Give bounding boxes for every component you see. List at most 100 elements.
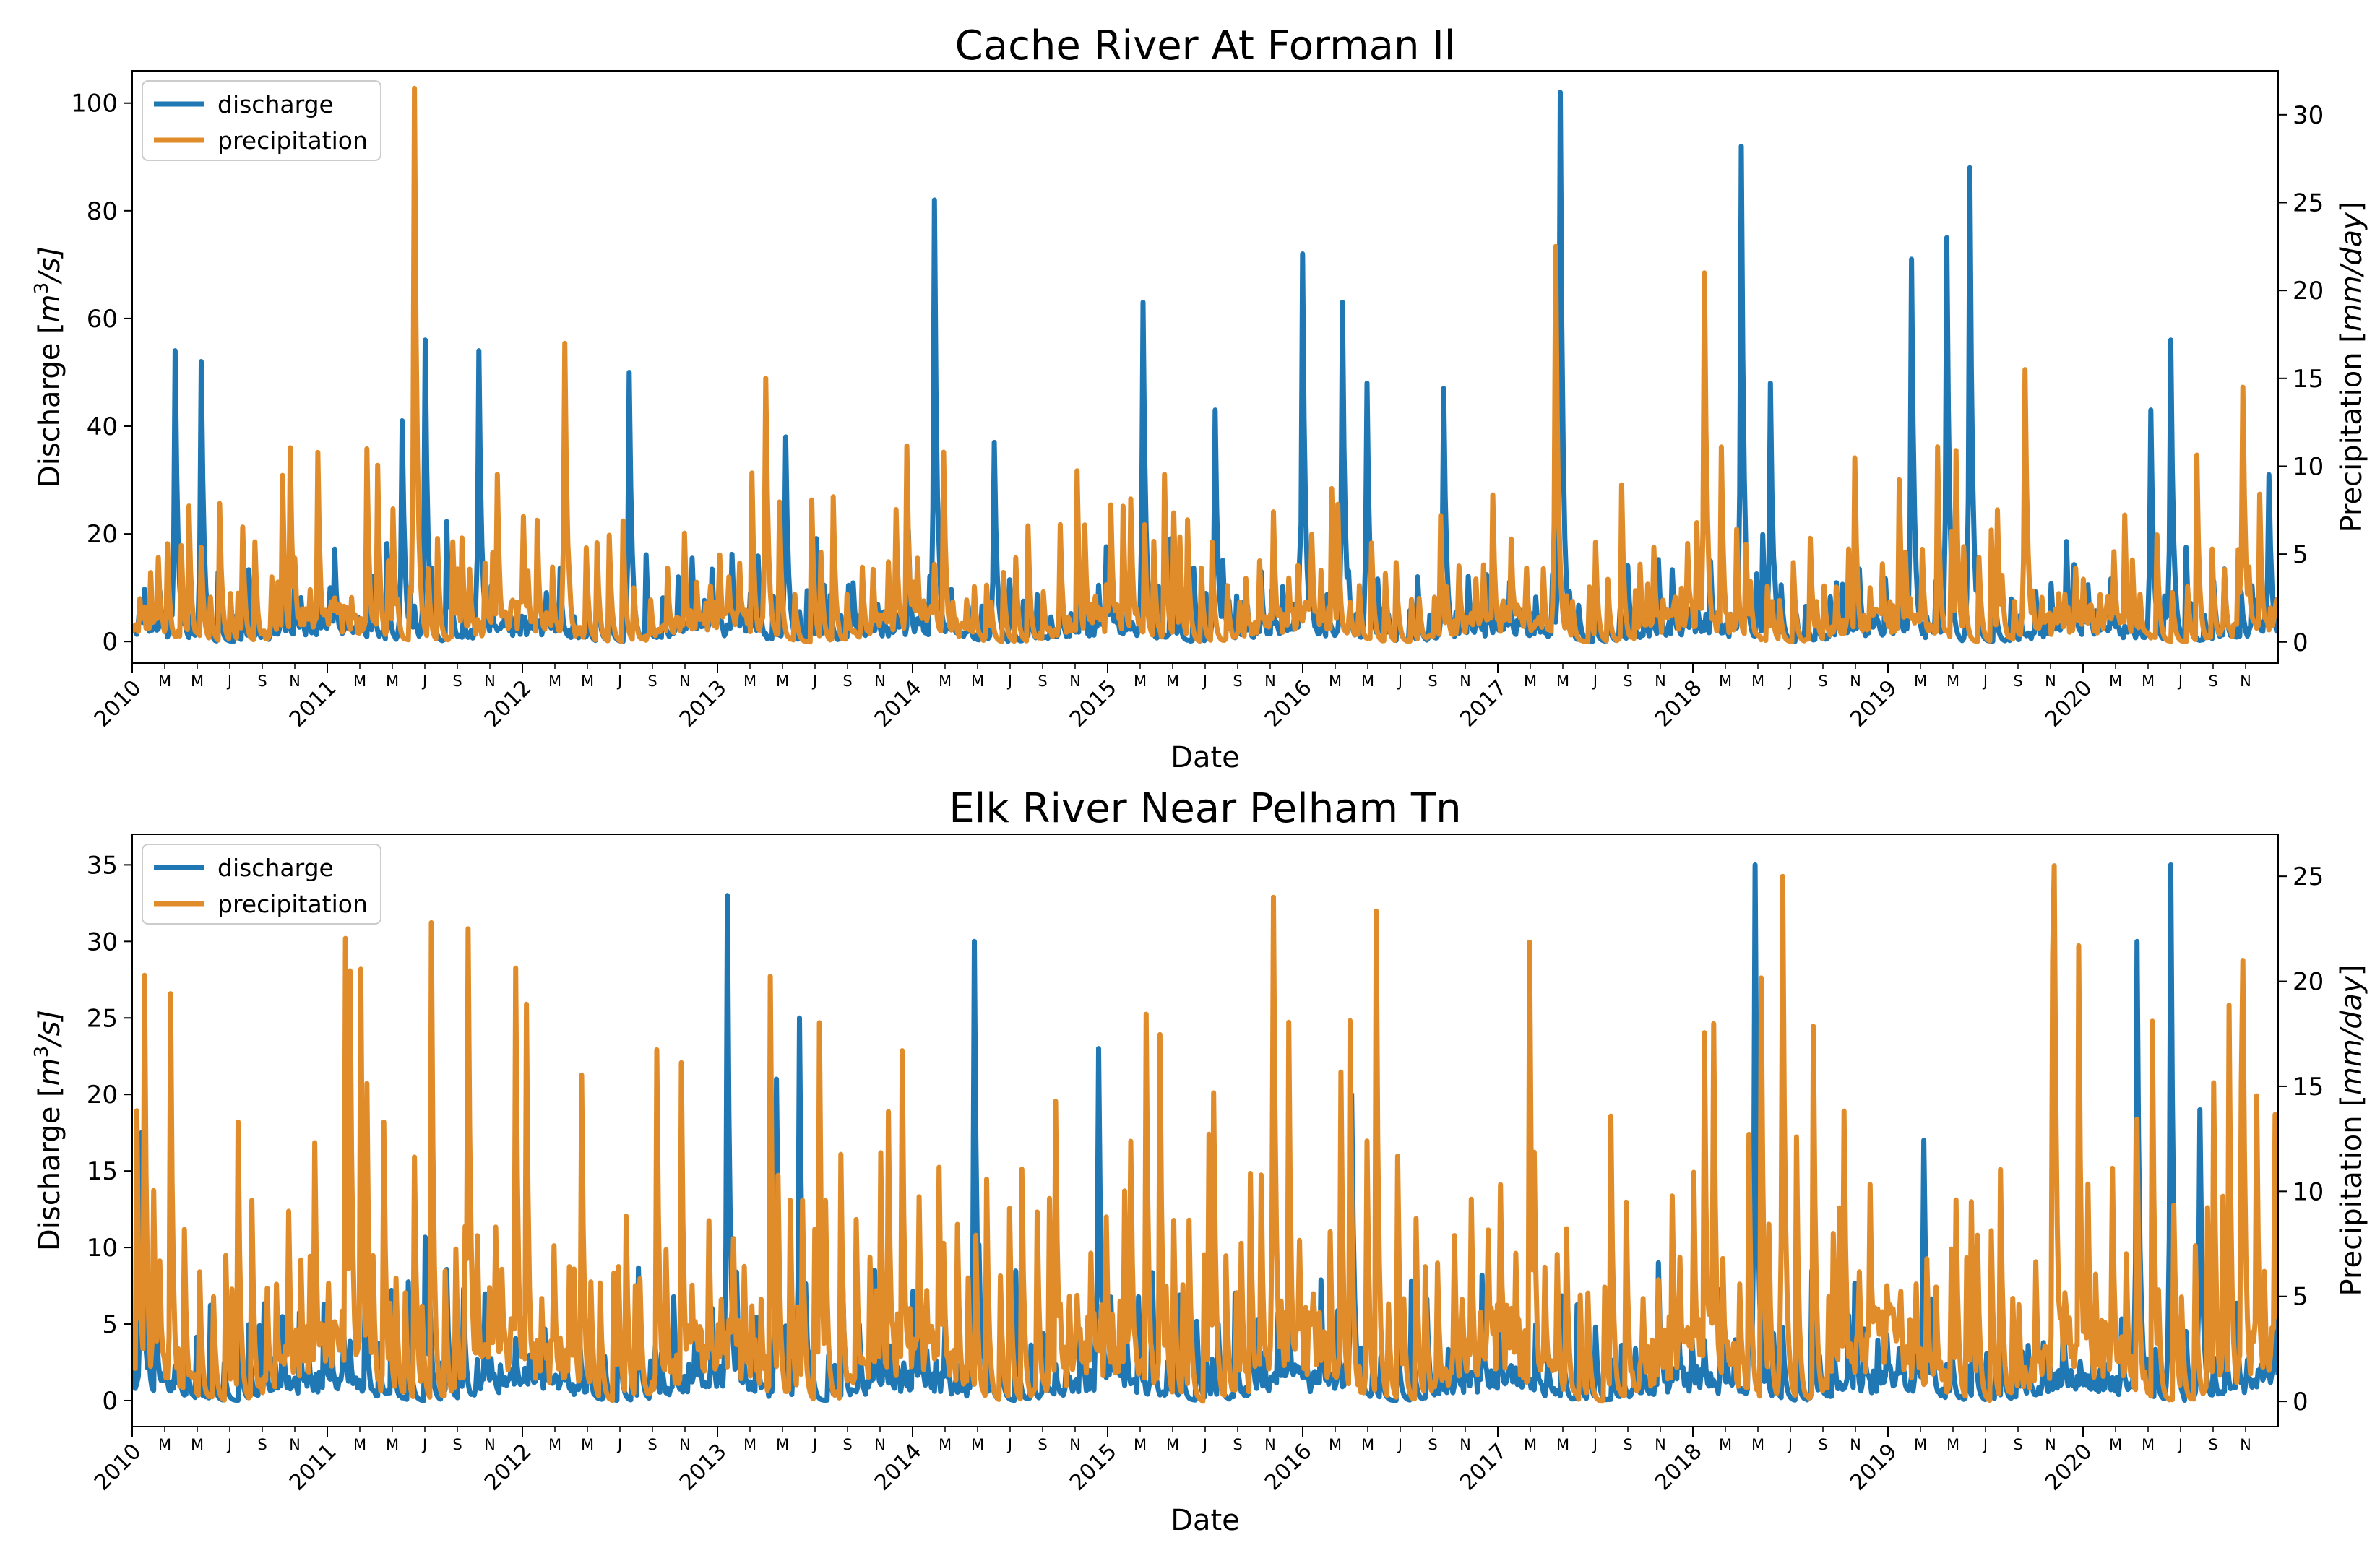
x-month-label: N [874, 672, 886, 690]
y2-axis-label: Precipitation [mm/day] [2335, 965, 2368, 1297]
x-month-label: J [226, 672, 232, 690]
x-month-label: M [776, 1436, 789, 1453]
y-axis-label: Discharge [m3/s] [31, 246, 66, 488]
x-month-label: S [1428, 1436, 1437, 1453]
y2-tick-label: 5 [2293, 540, 2308, 569]
x-month-label: J [1787, 1436, 1793, 1453]
y-tick-label: 20 [87, 1081, 118, 1109]
x-month-label: N [1264, 1436, 1276, 1453]
y2-tick-label: 20 [2293, 277, 2324, 306]
x-month-label: M [1719, 672, 1732, 690]
x-month-label: M [2142, 1436, 2155, 1453]
x-month-label: M [1751, 672, 1764, 690]
x-month-label: M [191, 1436, 204, 1453]
x-month-label: M [1914, 1436, 1927, 1453]
x-month-label: S [1233, 1436, 1242, 1453]
y2-tick-label: 15 [2293, 1073, 2324, 1102]
chart-title: Cache River At Forman Il [955, 22, 1456, 69]
x-month-label: N [484, 1436, 496, 1453]
x-month-label: M [1134, 1436, 1147, 1453]
x-month-label: J [2177, 1436, 2183, 1453]
x-month-label: N [679, 672, 691, 690]
x-month-label: M [353, 1436, 366, 1453]
x-month-label: N [289, 1436, 301, 1453]
x-month-label: N [679, 1436, 691, 1453]
y-tick-label: 10 [87, 1234, 118, 1263]
y2-tick-label: 20 [2293, 968, 2324, 997]
x-month-label: M [1361, 1436, 1374, 1453]
y-tick-label: 40 [87, 412, 118, 441]
y-axis-label: Discharge [m3/s] [31, 1010, 66, 1251]
legend-label-discharge: discharge [217, 854, 334, 882]
x-month-label: N [2045, 672, 2056, 690]
x-month-label: J [1006, 672, 1012, 690]
x-month-label: M [581, 672, 594, 690]
x-month-label: M [939, 672, 952, 690]
chart-title: Elk River Near Pelham Tn [949, 785, 1461, 832]
y2-axis-label: Precipitation [mm/day] [2335, 202, 2368, 533]
y-tick-label: 30 [87, 927, 118, 956]
x-month-label: J [1982, 672, 1988, 690]
x-month-label: S [842, 672, 852, 690]
y2-tick-label: 15 [2293, 365, 2324, 394]
x-month-label: S [452, 672, 462, 690]
y-tick-label: 25 [87, 1004, 118, 1033]
y2-tick-label: 0 [2293, 1388, 2308, 1416]
x-month-label: S [1428, 672, 1437, 690]
x-month-label: J [1202, 672, 1207, 690]
y2-tick-label: 30 [2293, 101, 2324, 130]
x-month-label: M [1361, 672, 1374, 690]
x-month-label: M [158, 672, 171, 690]
x-month-label: M [776, 672, 789, 690]
x-month-label: M [386, 1436, 399, 1453]
x-month-label: N [1850, 1436, 1861, 1453]
x-month-label: J [226, 1436, 232, 1453]
x-month-label: N [1850, 672, 1861, 690]
y-tick-label: 0 [102, 1387, 118, 1416]
x-month-label: S [1623, 1436, 1632, 1453]
legend: discharge precipitation [142, 80, 381, 161]
x-month-label: S [2013, 1436, 2022, 1453]
x-month-label: M [548, 672, 561, 690]
x-month-label: N [1460, 1436, 1471, 1453]
y2-tick-label: 25 [2293, 862, 2324, 891]
x-month-label: J [1202, 1436, 1207, 1453]
x-month-label: S [842, 1436, 852, 1453]
x-month-label: J [421, 1436, 427, 1453]
y2-tick-label: 25 [2293, 189, 2324, 217]
x-month-label: N [1655, 1436, 1666, 1453]
x-month-label: S [647, 1436, 657, 1453]
x-month-label: M [548, 1436, 561, 1453]
legend-label-discharge: discharge [217, 90, 334, 118]
x-month-label: J [811, 1436, 817, 1453]
x-month-label: J [1006, 1436, 1012, 1453]
x-month-label: S [647, 672, 657, 690]
legend-label-precipitation: precipitation [217, 890, 368, 918]
x-month-label: N [289, 672, 301, 690]
x-month-label: N [1069, 1436, 1081, 1453]
y-tick-label: 100 [71, 90, 118, 118]
x-month-label: S [1818, 1436, 1827, 1453]
x-month-label: M [1946, 672, 1959, 690]
y2-tick-label: 5 [2293, 1283, 2308, 1312]
x-month-label: M [1719, 1436, 1732, 1453]
x-month-label: M [971, 1436, 984, 1453]
x-month-label: N [1264, 672, 1276, 690]
x-month-label: S [2208, 672, 2217, 690]
y-tick-label: 15 [87, 1157, 118, 1186]
x-month-label: M [353, 672, 366, 690]
x-month-label: J [616, 1436, 622, 1453]
x-month-label: N [1460, 672, 1471, 690]
x-month-label: N [2240, 1436, 2251, 1453]
x-month-label: M [2142, 672, 2155, 690]
x-month-label: M [1329, 672, 1342, 690]
x-month-label: N [874, 1436, 886, 1453]
x-month-label: M [1556, 1436, 1569, 1453]
x-month-label: J [1397, 672, 1402, 690]
y2-tick-label: 0 [2293, 628, 2308, 657]
x-month-label: J [421, 672, 427, 690]
x-month-label: M [1914, 672, 1927, 690]
x-month-label: M [939, 1436, 952, 1453]
y-tick-label: 35 [87, 851, 118, 880]
y-tick-label: 20 [87, 520, 118, 549]
